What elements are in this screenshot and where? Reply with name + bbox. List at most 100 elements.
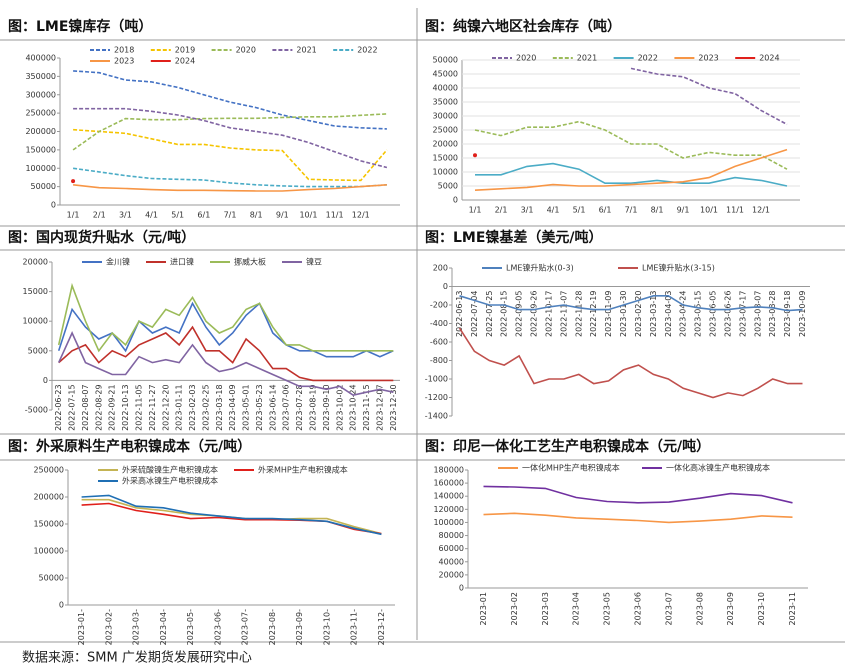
y-tick-label: 200 — [433, 264, 448, 273]
y-tick-label: 200000 — [25, 127, 56, 136]
y-tick-label: 100000 — [33, 547, 64, 556]
legend-label: 2023 — [114, 57, 134, 66]
x-tick-label: 10/1 — [700, 206, 718, 215]
y-tick-label: 140000 — [433, 492, 464, 501]
x-tick-label: 9/1 — [276, 211, 289, 220]
series-line — [73, 107, 388, 169]
y-tick-label: 0 — [43, 376, 48, 385]
x-tick-label: 2022-06-13 — [455, 291, 464, 338]
y-tick-label: 350000 — [25, 72, 56, 81]
x-tick-label: 2022-12-19 — [589, 291, 598, 338]
x-tick-label: 12/1 — [752, 206, 770, 215]
x-tick-label: 2022-10-17 — [544, 291, 553, 338]
x-tick-label: 9/1 — [677, 206, 690, 215]
series-point — [473, 153, 477, 158]
x-tick-label: 2023-07-06 — [282, 384, 291, 431]
legend-label: 2022 — [357, 46, 377, 55]
x-tick-label: 2022-07-15 — [68, 384, 77, 431]
x-tick-label: 2023-06 — [634, 592, 643, 625]
series-line — [483, 485, 793, 504]
x-tick-label: 2023-02- — [104, 609, 113, 645]
series-line — [458, 327, 803, 399]
y-tick-label: 40000 — [433, 84, 458, 93]
x-tick-label: 2023-04-03 — [664, 291, 673, 338]
legend-label: 外采硫酸镍生产电积镍成本 — [122, 465, 218, 475]
x-tick-label: 2023-12- — [377, 609, 386, 645]
x-tick-label: 2023-03-18 — [215, 384, 224, 431]
y-tick-label: 150000 — [25, 145, 56, 154]
x-tick-label: 2023-03 — [541, 592, 550, 625]
x-tick-label: 2023-07-28 — [295, 384, 304, 431]
x-tick-label: 1/1 — [67, 211, 80, 220]
legend-label: 2022 — [638, 54, 658, 63]
x-tick-label: 2023-05- — [186, 609, 195, 645]
chart-title: 图：LME镍库存（吨） — [8, 18, 152, 35]
x-tick-label: 2022-07-04 — [470, 291, 479, 338]
x-tick-label: 2023-08- — [268, 609, 277, 645]
y-tick-label: 30000 — [433, 112, 458, 121]
y-tick-label: 0 — [459, 584, 464, 593]
series-line — [57, 282, 394, 353]
x-tick-label: 2023-11- — [350, 609, 359, 645]
x-tick-label: 3/1 — [119, 211, 132, 220]
x-tick-label: 2023-09-18 — [783, 291, 792, 338]
x-tick-label: 12/1 — [352, 211, 370, 220]
legend-label: 一体化高冰镍生产电积镍成本 — [666, 463, 770, 473]
x-tick-label: 2023-08-28 — [768, 291, 777, 338]
y-tick-label: 20000 — [433, 140, 458, 149]
x-tick-label: 2023-12-07 — [375, 384, 384, 431]
legend-label: 金川镍 — [106, 257, 130, 267]
y-tick-label: 150000 — [33, 520, 64, 529]
y-tick-label: -1200 — [425, 393, 448, 402]
x-tick-label: 2023-10-09 — [798, 291, 807, 338]
y-tick-label: 0 — [453, 196, 458, 205]
y-tick-label: 15000 — [23, 287, 48, 296]
y-tick-label: 400000 — [25, 54, 56, 63]
legend-label: 2020 — [516, 54, 536, 63]
series-line — [73, 184, 387, 192]
x-tick-label: 2022-12-20 — [161, 384, 170, 431]
x-tick-label: 2023-02-25 — [201, 384, 210, 431]
legend-label: LME镍升贴水(0-3) — [506, 263, 574, 273]
chart-title: 图：外采原料生产电积镍成本（元/吨） — [8, 438, 251, 455]
x-tick-label: 2022-06-23 — [54, 384, 63, 431]
x-tick-label: 2022-10-13 — [121, 384, 130, 431]
series-line — [81, 502, 382, 535]
y-tick-label: -5000 — [25, 406, 48, 415]
y-tick-label: 20000 — [23, 258, 48, 267]
y-tick-label: -800 — [430, 356, 448, 365]
y-tick-label: 250000 — [33, 466, 64, 475]
x-tick-label: 6/1 — [599, 206, 612, 215]
y-tick-label: 0 — [443, 282, 448, 291]
x-tick-label: 11/1 — [326, 211, 344, 220]
y-tick-label: 45000 — [433, 70, 458, 79]
y-tick-label: 120000 — [433, 505, 464, 514]
x-tick-label: 2022-08-15 — [500, 291, 509, 338]
legend-label: 镍豆 — [306, 257, 322, 267]
y-tick-label: 300000 — [25, 90, 56, 99]
x-tick-label: 2023-07-17 — [738, 291, 747, 338]
series-line — [72, 113, 387, 151]
series-point — [71, 179, 76, 184]
y-tick-label: -600 — [430, 338, 448, 347]
x-tick-label: 2023-01 — [479, 592, 488, 625]
x-tick-label: 2022-11-05 — [135, 384, 144, 431]
chart-title: 图：国内现货升贴水（元/吨） — [8, 229, 195, 246]
x-tick-label: 2023-09- — [295, 609, 304, 645]
legend-label: 2020 — [236, 46, 256, 55]
x-tick-label: 2023-05-01 — [242, 384, 251, 431]
x-tick-label: 2023-04 — [572, 592, 581, 625]
x-tick-label: 2023-10 — [757, 592, 766, 625]
y-tick-label: 5000 — [438, 182, 458, 191]
x-tick-label: 2023-05 — [603, 592, 612, 625]
y-tick-label: -400 — [430, 319, 448, 328]
x-tick-label: 2023-08-07 — [753, 291, 762, 338]
x-tick-label: 2022-11-28 — [574, 291, 583, 338]
x-tick-label: 5/1 — [171, 211, 184, 220]
x-tick-label: 1/1 — [469, 206, 482, 215]
legend-label: 外采MHP生产电积镍成本 — [258, 465, 348, 475]
legend-label: 2024 — [175, 57, 195, 66]
y-tick-label: -1000 — [425, 375, 448, 384]
x-tick-label: 2023-04-09 — [228, 384, 237, 431]
x-tick-label: 2023-12-30 — [389, 384, 398, 431]
